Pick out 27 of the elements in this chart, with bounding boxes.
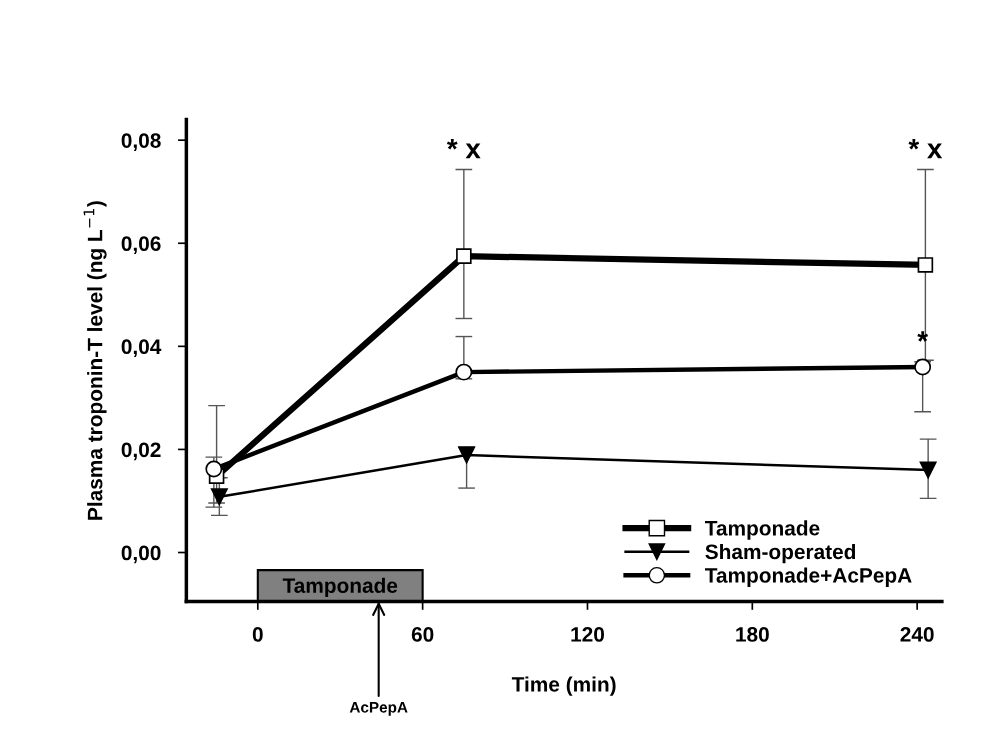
- annotation: AcPepA: [349, 702, 408, 716]
- point: [455, 363, 473, 381]
- point: [210, 488, 228, 506]
- point: [914, 358, 932, 376]
- x-tick-label: 180: [736, 627, 769, 642]
- x-axis-title: Time (min): [511, 676, 616, 696]
- legend-label: Tamponade+AcPepA: [705, 567, 912, 587]
- y-tick-label: 0,02: [121, 442, 161, 461]
- y-tick-label: 0,06: [121, 236, 161, 255]
- annotation: * x: [446, 139, 481, 159]
- y-tick-label: 0,04: [121, 339, 162, 358]
- point: [205, 460, 223, 478]
- point: [919, 461, 937, 479]
- y-tick-label: 0,08: [121, 133, 161, 151]
- point: [917, 257, 934, 273]
- point: [456, 248, 472, 264]
- point: [458, 446, 476, 464]
- x-tick-label: 120: [571, 627, 605, 642]
- annotation: * x: [908, 139, 943, 159]
- x-tick-label: 240: [900, 627, 934, 642]
- x-tick-label: 60: [411, 627, 434, 642]
- legend-label: Sham-operated: [705, 543, 856, 564]
- y-axis-title: Plasma troponin-T level (ng L$^{−1}$): [83, 201, 107, 520]
- y-tick-label: 0,00: [121, 545, 161, 564]
- legend-label: Tamponade: [705, 520, 820, 540]
- x-tick-label: 0: [252, 627, 263, 642]
- band-label: Tamponade: [282, 577, 398, 598]
